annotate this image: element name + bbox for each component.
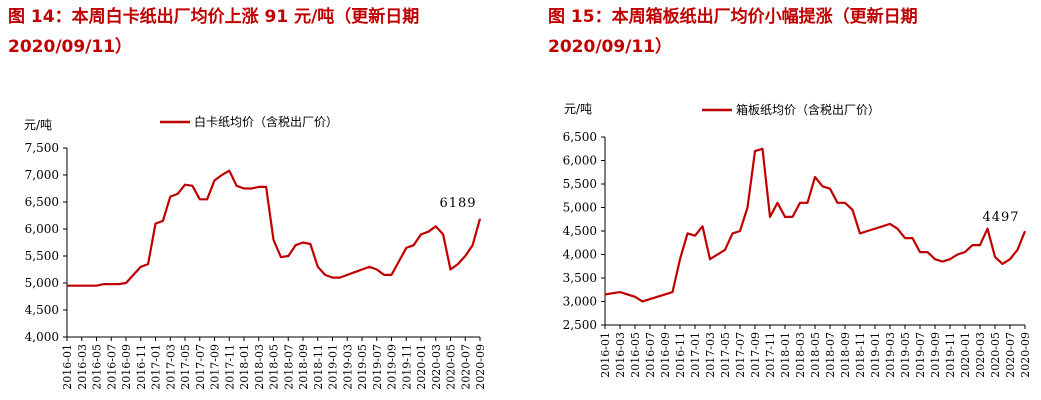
- x-tick-label: 2020-09: [1019, 332, 1032, 378]
- x-tick-label: 2019-09: [929, 332, 942, 378]
- x-tick-label: 2016-09: [120, 344, 133, 390]
- figure-15-title-line2: 2020/09/11）: [548, 37, 673, 57]
- x-tick-label: 2020-03: [430, 344, 443, 390]
- y-tick-label: 4,000: [25, 330, 59, 344]
- x-tick-label: 2017-05: [179, 344, 192, 390]
- x-tick-label: 2016-05: [91, 344, 104, 390]
- x-tick-label: 2019-05: [899, 332, 912, 378]
- x-tick-label: 2019-07: [914, 332, 927, 378]
- figure-15-panel: 图 15：本周箱板纸出厂均价小幅提涨（更新日期 2020/09/11） 2,50…: [540, 0, 1041, 400]
- x-tick-label: 2018-01: [238, 344, 251, 390]
- y-tick-label: 7,500: [25, 141, 59, 155]
- y-tick-label: 5,000: [563, 201, 597, 215]
- x-tick-label: 2016-01: [599, 332, 612, 378]
- x-tick-label: 2017-11: [223, 344, 236, 390]
- figure-14-title: 图 14：本周白卡纸出厂均价上涨 91 元/吨（更新日期 2020/09/11）: [8, 2, 508, 62]
- x-tick-label: 2017-03: [164, 344, 177, 390]
- x-tick-label: 2019-03: [341, 344, 354, 390]
- x-tick-label: 2016-09: [659, 332, 672, 378]
- x-tick-label: 2019-07: [371, 344, 384, 390]
- y-tick-label: 6,000: [25, 222, 59, 236]
- y-tick-label: 5,500: [563, 177, 597, 191]
- x-tick-label: 2020-01: [415, 344, 428, 390]
- x-tick-label: 2020-05: [989, 332, 1002, 378]
- figure-14-panel: 图 14：本周白卡纸出厂均价上涨 91 元/吨（更新日期 2020/09/11）…: [0, 0, 520, 400]
- x-tick-label: 2018-09: [297, 344, 310, 390]
- x-tick-label: 2017-05: [719, 332, 732, 378]
- x-tick-label: 2019-03: [884, 332, 897, 378]
- x-tick-label: 2017-01: [150, 344, 163, 390]
- x-tick-label: 2017-09: [749, 332, 762, 378]
- x-tick-label: 2017-01: [689, 332, 702, 378]
- x-tick-label: 2016-03: [76, 344, 89, 390]
- figure-15-title-line1: 图 15：本周箱板纸出厂均价小幅提涨（更新日期: [548, 7, 918, 27]
- white-cardboard-price-chart: 4,000 4,500 5,000 5,500 6,000 6,500 7,000 7,500…: [24, 114, 487, 390]
- figure-14-title-line2: 2020/09/11）: [8, 37, 133, 57]
- x-tick-label: 2018-03: [253, 344, 266, 390]
- x-tick-label: 2019-05: [356, 344, 369, 390]
- x-tick-label: 2016-03: [614, 332, 627, 378]
- x-tick-label: 2017-03: [704, 332, 717, 378]
- y-tick-label: 3,000: [563, 295, 597, 309]
- x-tick-label: 2020-09: [474, 344, 487, 390]
- series-line: [67, 169, 482, 287]
- x-tick-label: 2018-07: [282, 344, 295, 390]
- y-tick-label: 6,000: [563, 154, 597, 168]
- y-tick-label: 7,000: [25, 168, 59, 182]
- y-tick-label: 2,500: [563, 318, 597, 332]
- x-tick-label: 2020-07: [1004, 332, 1017, 378]
- x-tick-label: 2020-01: [959, 332, 972, 378]
- x-tick-label: 2020-07: [459, 344, 472, 390]
- x-tick-label: 2017-09: [209, 344, 222, 390]
- y-tick-label: 6,500: [563, 130, 597, 144]
- series-line: [604, 147, 1027, 303]
- x-tick-label: 2016-11: [135, 344, 148, 390]
- x-tick-label: 2016-11: [674, 332, 687, 378]
- y-axis-label: 元/吨: [24, 118, 52, 132]
- x-tick-label: 2018-03: [794, 332, 807, 378]
- x-tick-label: 2018-11: [312, 344, 325, 390]
- x-tick-label: 2016-07: [644, 332, 657, 378]
- boxboard-price-chart: 2,500 3,000 3,500 4,000 4,500 5,000 5,500 6,000…: [563, 102, 1032, 378]
- x-tick-label: 2020-05: [445, 344, 458, 390]
- figure-14-title-line1: 图 14：本周白卡纸出厂均价上涨 91 元/吨（更新日期: [8, 7, 420, 27]
- x-tick-label: 2016-07: [105, 344, 118, 390]
- y-tick-label: 5,000: [25, 276, 59, 290]
- x-tick-label: 2017-11: [764, 332, 777, 378]
- x-tick-label: 2018-07: [824, 332, 837, 378]
- x-tick-label: 2016-01: [61, 344, 74, 390]
- legend-label: 白卡纸均价（含税出厂价）: [194, 114, 338, 129]
- y-tick-label: 4,500: [25, 303, 59, 317]
- x-tick-label: 2017-07: [734, 332, 747, 378]
- x-tick-label: 2020-03: [974, 332, 987, 378]
- y-tick-label: 6,500: [25, 195, 59, 209]
- x-tick-label: 2017-07: [194, 344, 207, 390]
- y-tick-label: 5,500: [25, 249, 59, 263]
- x-tick-label: 2018-05: [268, 344, 281, 390]
- x-tick-label: 2016-05: [629, 332, 642, 378]
- x-tick-label: 2018-05: [809, 332, 822, 378]
- figure-15-title: 图 15：本周箱板纸出厂均价小幅提涨（更新日期 2020/09/11）: [548, 2, 1041, 62]
- y-tick-label: 4,500: [563, 224, 597, 238]
- x-tick-label: 2019-11: [944, 332, 957, 378]
- end-value-label: 4497: [982, 210, 1019, 225]
- x-tick-label: 2018-11: [854, 332, 867, 378]
- y-tick-label: 4,000: [563, 248, 597, 262]
- x-tick-label: 2019-01: [869, 332, 882, 378]
- end-value-label: 6189: [439, 196, 476, 211]
- x-tick-label: 2018-01: [779, 332, 792, 378]
- y-tick-label: 3,500: [563, 271, 597, 285]
- x-tick-label: 2019-09: [386, 344, 399, 390]
- x-tick-label: 2018-09: [839, 332, 852, 378]
- legend-label: 箱板纸均价（含税出厂价）: [736, 102, 880, 117]
- y-axis-label: 元/吨: [564, 102, 592, 116]
- x-tick-label: 2019-01: [327, 344, 340, 390]
- x-tick-label: 2019-11: [400, 344, 413, 390]
